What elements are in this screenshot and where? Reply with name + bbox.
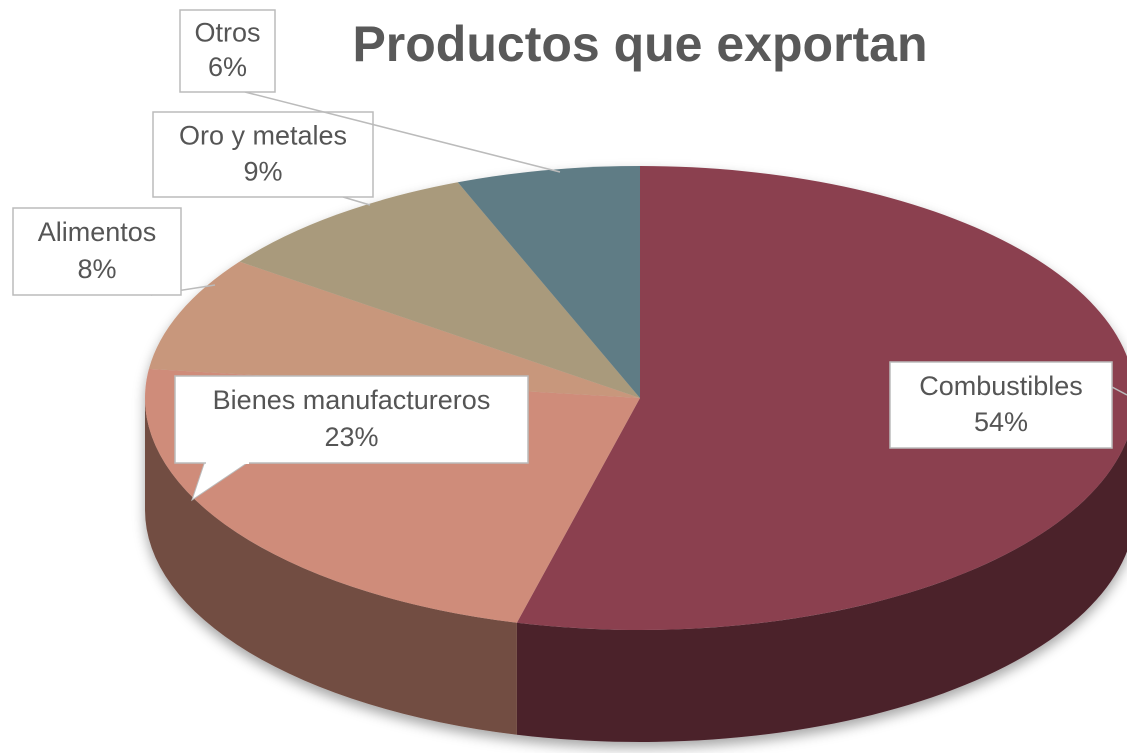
label-box <box>179 9 276 93</box>
category-label: Alimentos <box>38 217 157 247</box>
slice <box>457 166 640 398</box>
value-label: 6% <box>208 52 247 82</box>
labels: Combustibles 54% Bienes manufactureros 23% A… <box>12 9 1127 502</box>
category-label: Bienes manufactureros <box>213 385 491 415</box>
label-box <box>12 207 182 296</box>
value-label: 9% <box>243 156 282 186</box>
category-label: Otros <box>194 18 260 48</box>
value-label: 8% <box>77 254 116 284</box>
chart-title: Productos que exportan <box>352 16 927 72</box>
slice <box>239 182 640 398</box>
label-box <box>152 111 374 198</box>
label-box <box>889 361 1113 449</box>
value-label: 23% <box>324 422 378 452</box>
leader-line <box>244 91 561 173</box>
slice <box>516 166 1127 630</box>
slice <box>148 261 640 398</box>
category-label: Combustibles <box>919 371 1083 401</box>
value-label: 54% <box>974 407 1028 437</box>
leader-line <box>342 196 371 206</box>
pointer-cover <box>206 460 249 464</box>
label-box <box>174 375 529 464</box>
category-label: Oro y metales <box>179 121 347 151</box>
slice-side <box>145 398 517 735</box>
slice-side <box>516 439 1127 742</box>
leader-line <box>1111 386 1127 396</box>
